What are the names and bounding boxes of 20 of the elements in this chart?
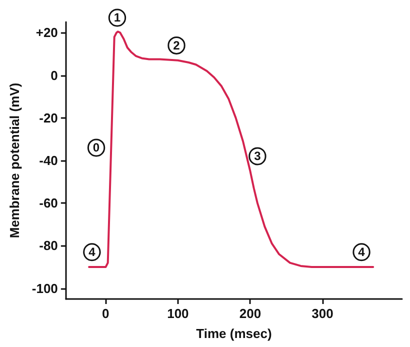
x-tick-label: 200 [239, 306, 262, 321]
annotation: 1 [114, 10, 121, 25]
annotation: 3 [254, 149, 262, 164]
annotation: 4 [88, 245, 96, 260]
x-tick-label: 300 [312, 306, 334, 321]
x-tick-label: 0 [102, 306, 110, 321]
line-series [88, 30, 374, 268]
y-tick-label: -20 [39, 110, 58, 126]
annotation: 2 [173, 38, 180, 52]
y-tick-label: 0 [50, 68, 58, 83]
annotation: 0 [92, 140, 100, 155]
x-tick-label: 100 [167, 306, 189, 321]
y-tick-label: -40 [39, 153, 58, 168]
x-axis-title: Time (msec) [196, 326, 272, 341]
y-tick-label: -80 [39, 238, 58, 254]
y-tick-label: -100 [32, 280, 58, 296]
y-tick-label: +20 [36, 25, 58, 40]
y-tick-label: -60 [39, 196, 58, 211]
annotation: 4 [358, 245, 366, 260]
y-axis-title: Membrane potential (mV) [7, 82, 22, 238]
